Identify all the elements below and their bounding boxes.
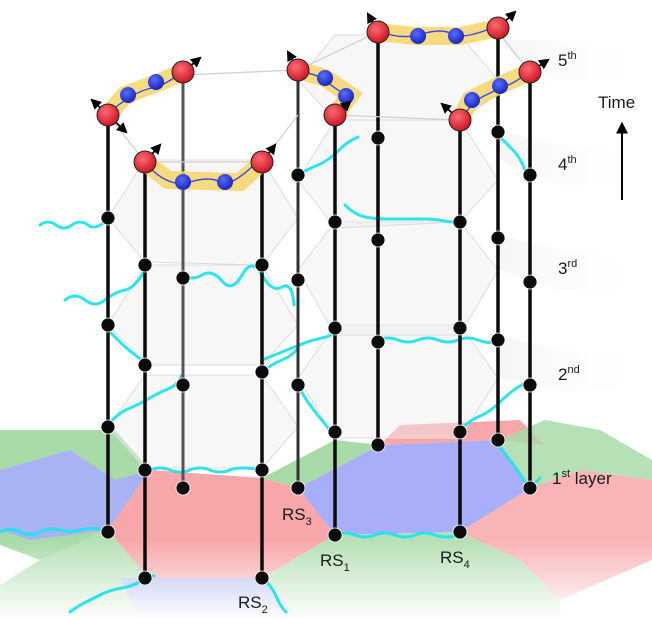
qubit-icon [171,60,195,84]
qubit-icon [120,87,136,103]
qubit-icon [448,28,464,44]
qubit-icon [317,70,333,86]
station-label-rs1: RS1 [320,551,350,574]
qubit-icon [486,16,510,40]
qubit-icon [148,74,164,90]
photon-wave-icon [0,527,110,536]
station-label-rs4: RS4 [440,548,470,571]
photon-wave-icon [343,203,463,224]
time-axis: Time [598,93,635,200]
time-label: Time [598,93,635,112]
photon-wave-icon [148,466,264,474]
qubit-icon [492,78,508,94]
photon-wave-icon [333,531,462,539]
qubit-icon [175,174,191,190]
photon-wave-icon [38,217,110,230]
photon-wave-icon [260,328,340,362]
qubit-icon [448,108,472,132]
qubit-icon [96,103,120,127]
qubit-icon [217,174,233,190]
qubit-icon [323,103,347,127]
qubit-icon [286,58,310,82]
layer-planes [107,34,652,469]
layer-labels: 1st layer 2nd 3rd 4th 5th [552,50,612,488]
photon-links [0,133,542,614]
entangle-chain-2 [136,153,271,192]
qubit-icon [366,20,390,44]
photon-wave-icon [296,135,360,177]
region-blue-left [0,450,150,540]
photon-wave-icon [106,328,144,362]
station-labels: RS1 RS2 RS3 RS4 [238,505,470,616]
layer-label-3: 3rd [558,258,577,278]
photon-wave-icon [376,336,500,345]
qubit-icon [464,92,480,108]
layer-label-2: 2nd [558,364,580,384]
memory-qubits [90,10,550,174]
region-green-far-right [498,420,652,488]
qubit-icon [338,88,354,104]
ground-regions [0,420,652,620]
entangle-chain-1 [99,63,192,124]
layer-nodes [100,124,538,586]
photon-wave-icon [180,264,296,307]
qubit-icon [133,150,157,174]
station-label-rs2: RS2 [238,593,268,616]
photon-wave-icon [106,373,184,427]
layer-label-1: 1st layer [552,468,612,488]
qubit-icon [250,150,274,174]
entangle-chain-4 [369,19,507,45]
layer-label-4: 4th [558,154,577,174]
station-label-rs3: RS3 [282,505,312,528]
qubit-icon [518,60,542,84]
qubit-icon [410,28,426,44]
photon-wave-icon [63,268,147,306]
layer-label-5: 5th [558,50,577,70]
region-blue-right [298,440,530,535]
region-green-right [262,440,380,488]
